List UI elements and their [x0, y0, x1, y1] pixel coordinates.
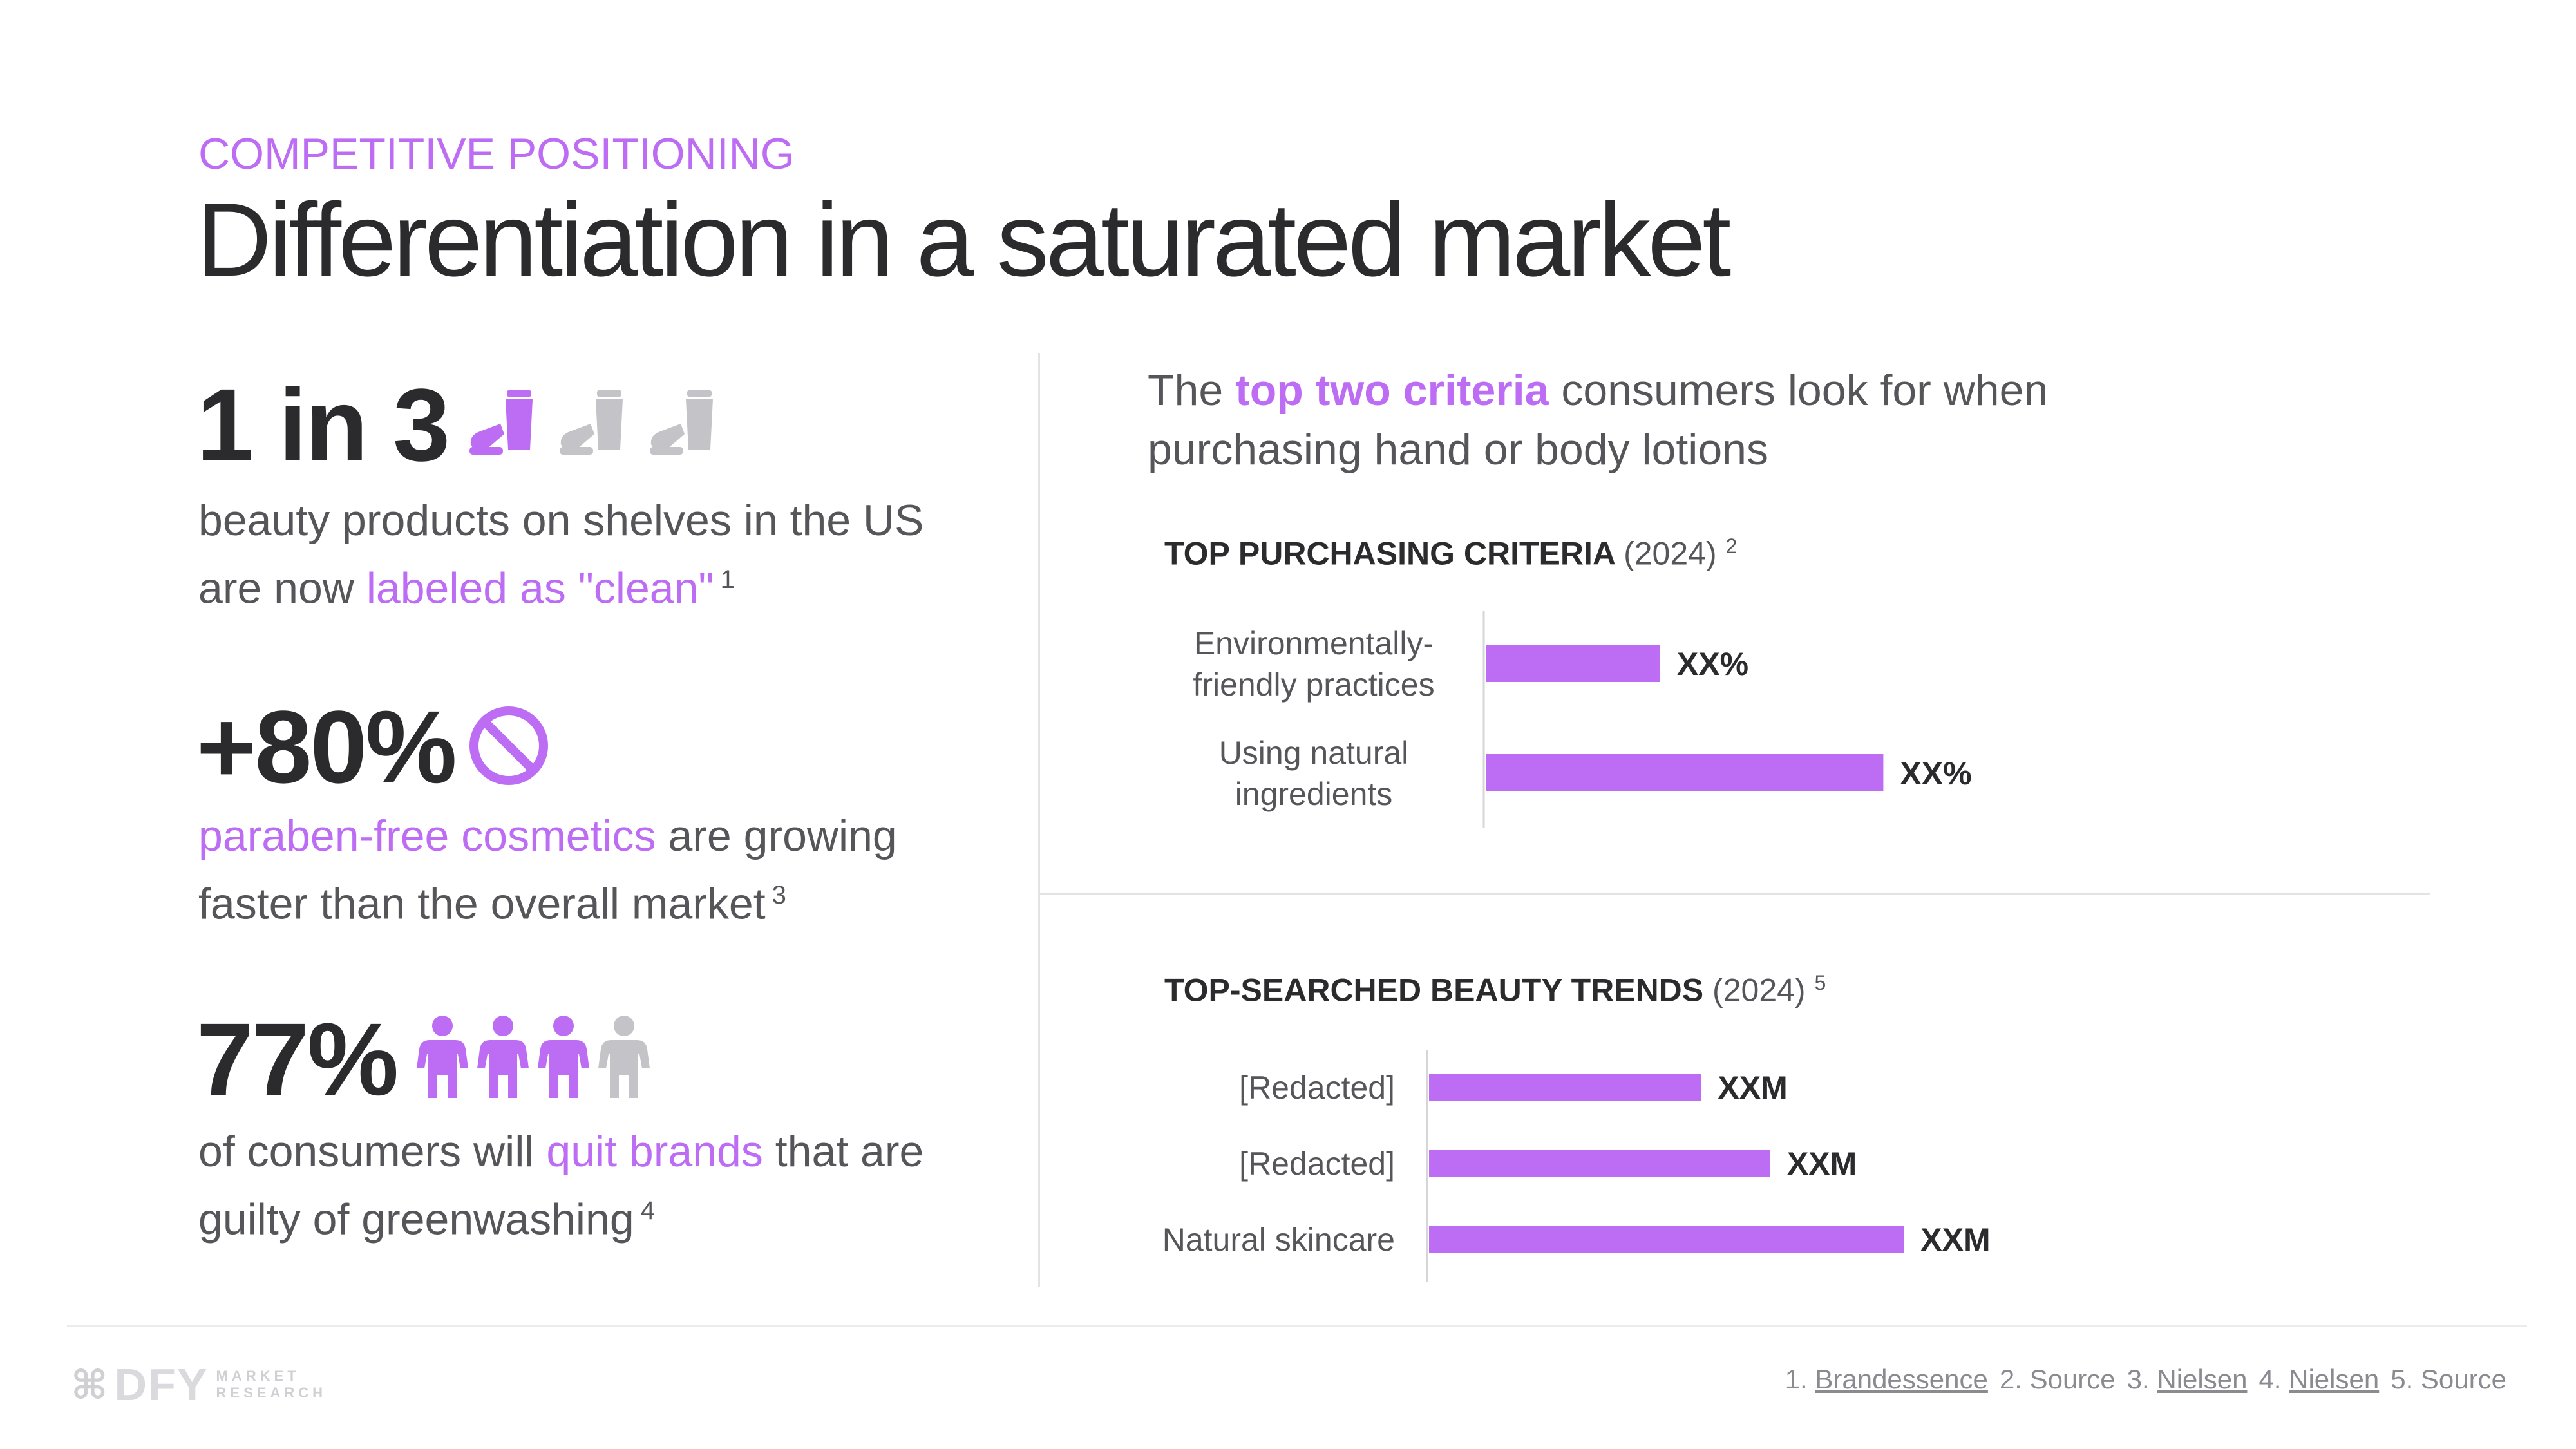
person-icon	[416, 1015, 468, 1098]
person-icon	[598, 1015, 650, 1098]
logo-subtitle: MARKET RESEARCH	[216, 1368, 327, 1401]
stat-description: of consumers will quit brands that are g…	[198, 1122, 997, 1249]
company-logo: ⌘ DFY MARKET RESEARCH	[71, 1359, 327, 1410]
footnote-source-link[interactable]: Nielsen	[2289, 1364, 2380, 1394]
chart-title-purchasing: TOP PURCHASING CRITERIA (2024) 2	[1164, 535, 1737, 573]
category-label: [Redacted]	[1239, 1146, 1395, 1182]
logo-sub-1: MARKET	[216, 1368, 300, 1384]
chart-title-text: TOP-SEARCHED BEAUTY TRENDS	[1164, 972, 1704, 1009]
chart-year: (2024)	[1624, 535, 1717, 572]
stat-greenwashing: 77%	[196, 1008, 660, 1111]
person-icon	[477, 1015, 529, 1098]
category-label: Using natural	[1219, 735, 1409, 771]
lotion-tube-icon	[559, 390, 623, 455]
stat-value: 77%	[196, 1001, 399, 1117]
source-footnotes: 1. Brandessence 2. Source 3. Nielsen 4. Nie…	[1774, 1364, 2506, 1395]
footnote-number: 1.	[1785, 1364, 1815, 1394]
category-label: [Redacted]	[1239, 1070, 1395, 1106]
bar	[1429, 1150, 1770, 1177]
desc-pre: of consumers will	[198, 1127, 547, 1176]
source-footnote[interactable]: 4. Nielsen	[2259, 1364, 2379, 1394]
footnote-number: 3.	[2126, 1364, 2157, 1394]
source-footnote[interactable]: 3. Nielsen	[2127, 1364, 2248, 1394]
footnote-ref: 5	[1814, 971, 1826, 994]
source-footnote: 2. Source	[2000, 1364, 2116, 1394]
section-eyebrow: COMPETITIVE POSITIONING	[198, 129, 795, 178]
lotion-tube-icon-group	[469, 390, 713, 455]
person-icon-group	[416, 1015, 650, 1098]
desc-post: that are guilty of greenwashing	[198, 1127, 924, 1244]
chart-title-trends: TOP-SEARCHED BEAUTY TRENDS (2024) 5	[1164, 971, 1826, 1009]
intro-highlight: top two criteria	[1235, 366, 1549, 415]
footer-divider	[67, 1325, 2527, 1327]
beauty-trends-chart: XXM [Redacted] XXM [Redacted] XXM Natural ski…	[1162, 1050, 1991, 1282]
person-icon	[537, 1015, 589, 1098]
stat-clean-products: 1 in 3	[196, 374, 737, 477]
source-footnote[interactable]: 1. Brandessence	[1785, 1364, 1988, 1394]
desc-post: are growing faster than the overall mark…	[198, 811, 897, 929]
prohibited-icon	[467, 704, 551, 791]
footnote-ref: 3	[772, 881, 786, 909]
footnote-number: 5.	[2391, 1364, 2421, 1394]
footnote-number: 4.	[2259, 1364, 2289, 1394]
intro-pre: The	[1148, 366, 1236, 415]
footnote-ref: 1	[720, 565, 735, 594]
horizontal-divider	[1038, 893, 2430, 895]
bar	[1486, 754, 1884, 791]
footnote-source-link[interactable]: Brandessence	[1815, 1364, 1988, 1394]
data-label: XXM	[1920, 1222, 1990, 1258]
stat-description: beauty products on shelves in the US are…	[198, 491, 997, 618]
desc-highlight: paraben-free cosmetics	[198, 811, 656, 860]
footnote-source-link: Source	[2029, 1364, 2116, 1394]
stat-paraben-free: +80%	[196, 696, 551, 799]
intro-post: consumers look for when purchasing hand …	[1148, 366, 2049, 474]
purchasing-criteria-chart: XX% Environmentally-friendly practices XX%…	[1193, 611, 1972, 828]
vertical-divider	[1038, 353, 1040, 1287]
category-label: Natural skincare	[1162, 1222, 1395, 1258]
logo-mark-icon: ⌘	[71, 1363, 108, 1408]
category-label: ingredients	[1235, 776, 1393, 812]
stat-description: paraben-free cosmetics are growing faste…	[198, 806, 997, 934]
bar	[1429, 1226, 1904, 1253]
footnote-ref: 2	[1725, 535, 1738, 558]
prohibited-icon-svg	[469, 706, 549, 785]
chart-year: (2024)	[1712, 972, 1806, 1009]
category-label: friendly practices	[1193, 667, 1434, 703]
footnote-source-link: Source	[2420, 1364, 2506, 1394]
desc-highlight: labeled as "clean"	[366, 564, 714, 613]
data-label: XX%	[1900, 755, 1971, 791]
lotion-tube-icons	[467, 385, 737, 466]
page-title: Differentiation in a saturated market	[196, 182, 1731, 298]
chart-intro: The top two criteria consumers look for …	[1148, 361, 2242, 479]
category-label: Environmentally-	[1194, 625, 1434, 661]
logo-sub-2: RESEARCH	[216, 1385, 327, 1401]
footnote-source-link[interactable]: Nielsen	[2157, 1364, 2248, 1394]
bar	[1429, 1074, 1701, 1101]
data-label: XXM	[1718, 1070, 1787, 1106]
desc-pre: beauty products on shelves in the US are…	[198, 496, 924, 613]
stat-value: +80%	[196, 689, 457, 804]
footnote-number: 2.	[1999, 1364, 2030, 1394]
footnote-ref: 4	[640, 1197, 655, 1225]
lotion-tube-icon	[469, 390, 533, 455]
logo-wordmark: DFY	[114, 1359, 209, 1410]
data-label: XXM	[1787, 1146, 1857, 1182]
data-label: XX%	[1677, 646, 1748, 682]
desc-highlight: quit brands	[546, 1127, 763, 1176]
stat-value: 1 in 3	[196, 367, 450, 482]
lotion-tube-icon	[649, 390, 713, 455]
bar	[1486, 645, 1660, 682]
person-icons	[415, 1013, 660, 1106]
chart-title-text: TOP PURCHASING CRITERIA	[1164, 535, 1615, 572]
source-footnote: 5. Source	[2391, 1364, 2506, 1394]
